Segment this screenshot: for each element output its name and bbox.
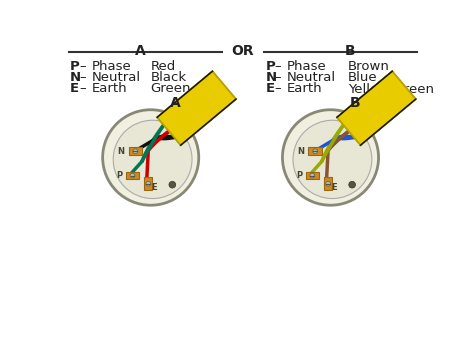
Text: N: N: [297, 147, 304, 156]
Text: B: B: [345, 44, 355, 58]
Text: –: –: [80, 71, 86, 84]
Text: N: N: [265, 71, 276, 84]
Polygon shape: [309, 148, 322, 155]
Text: P: P: [296, 171, 302, 180]
Text: Earth: Earth: [287, 82, 323, 95]
Text: Black: Black: [151, 71, 187, 84]
Circle shape: [103, 110, 199, 205]
Circle shape: [130, 173, 135, 178]
Text: E: E: [152, 183, 157, 191]
Polygon shape: [145, 177, 152, 190]
Polygon shape: [337, 71, 416, 145]
Polygon shape: [324, 177, 332, 190]
Circle shape: [146, 181, 151, 186]
Text: P: P: [70, 60, 80, 73]
Polygon shape: [306, 172, 319, 179]
Text: P: P: [117, 171, 123, 180]
Text: Yellow/Green: Yellow/Green: [347, 82, 434, 95]
Polygon shape: [157, 71, 236, 145]
Text: Green: Green: [151, 82, 191, 95]
Circle shape: [169, 181, 176, 188]
Text: E: E: [265, 82, 274, 95]
Text: Earth: Earth: [92, 82, 128, 95]
Circle shape: [293, 120, 372, 198]
Polygon shape: [126, 172, 139, 179]
Text: N: N: [118, 147, 124, 156]
Text: P: P: [265, 60, 275, 73]
Text: E: E: [70, 82, 79, 95]
Circle shape: [133, 149, 138, 154]
Circle shape: [113, 120, 192, 198]
Text: Blue: Blue: [347, 71, 377, 84]
Circle shape: [283, 110, 379, 205]
Text: A: A: [170, 96, 181, 110]
Polygon shape: [157, 71, 236, 145]
Text: Brown: Brown: [347, 60, 390, 73]
Text: –: –: [275, 71, 282, 84]
Text: Phase: Phase: [92, 60, 132, 73]
Text: Neutral: Neutral: [92, 71, 141, 84]
Circle shape: [310, 173, 315, 178]
Text: Neutral: Neutral: [287, 71, 336, 84]
Circle shape: [313, 149, 318, 154]
Text: Red: Red: [151, 60, 176, 73]
Text: B: B: [350, 96, 360, 110]
Polygon shape: [128, 148, 142, 155]
Text: A: A: [135, 44, 146, 58]
Text: OR: OR: [232, 44, 254, 58]
Text: E: E: [331, 183, 337, 191]
Text: Phase: Phase: [287, 60, 327, 73]
Text: –: –: [80, 60, 86, 73]
Text: N: N: [70, 71, 81, 84]
Circle shape: [349, 181, 356, 188]
Polygon shape: [337, 71, 416, 145]
Circle shape: [326, 181, 330, 186]
Text: –: –: [275, 82, 282, 95]
Text: –: –: [80, 82, 86, 95]
Text: –: –: [275, 60, 282, 73]
